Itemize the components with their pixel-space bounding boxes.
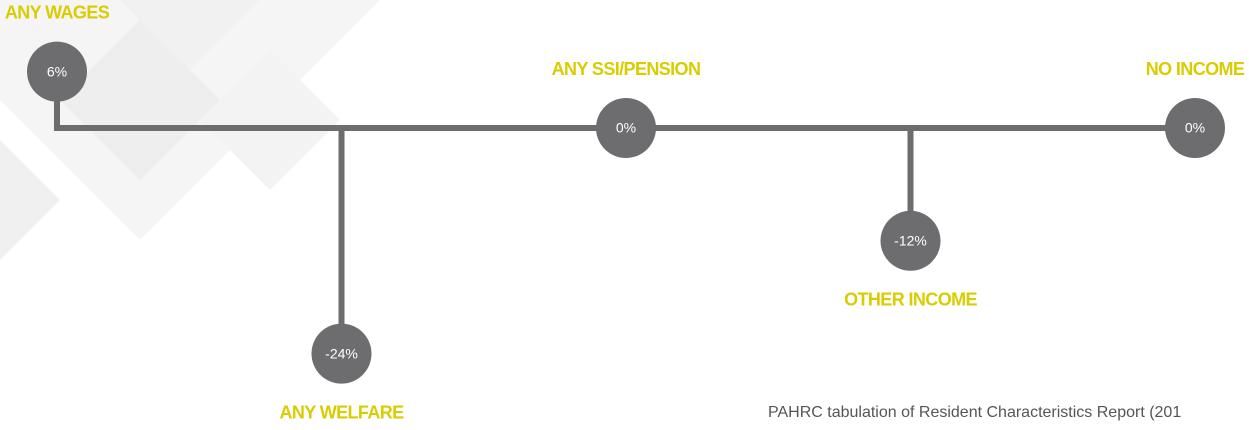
background-pattern	[0, 0, 380, 260]
value-label: -24%	[325, 345, 358, 361]
value-label: -12%	[894, 233, 927, 249]
marker	[27, 41, 87, 102]
category-label: NO INCOME	[1146, 59, 1245, 79]
category-label: ANY SSI/PENSION	[552, 59, 701, 79]
source: PAHRC tabulation of Resident Characteris…	[768, 404, 1181, 421]
marker	[596, 98, 656, 158]
category-label: ANY WELFARE	[279, 402, 404, 422]
value-label: 6%	[47, 63, 67, 79]
value-label: 0%	[1185, 120, 1205, 136]
marker	[311, 323, 372, 384]
marker	[880, 210, 941, 271]
category-label: ANY WAGES	[5, 2, 110, 22]
value-label: 0%	[616, 120, 636, 136]
category-label: OTHER INCOME	[844, 290, 977, 310]
marker	[1165, 98, 1225, 158]
